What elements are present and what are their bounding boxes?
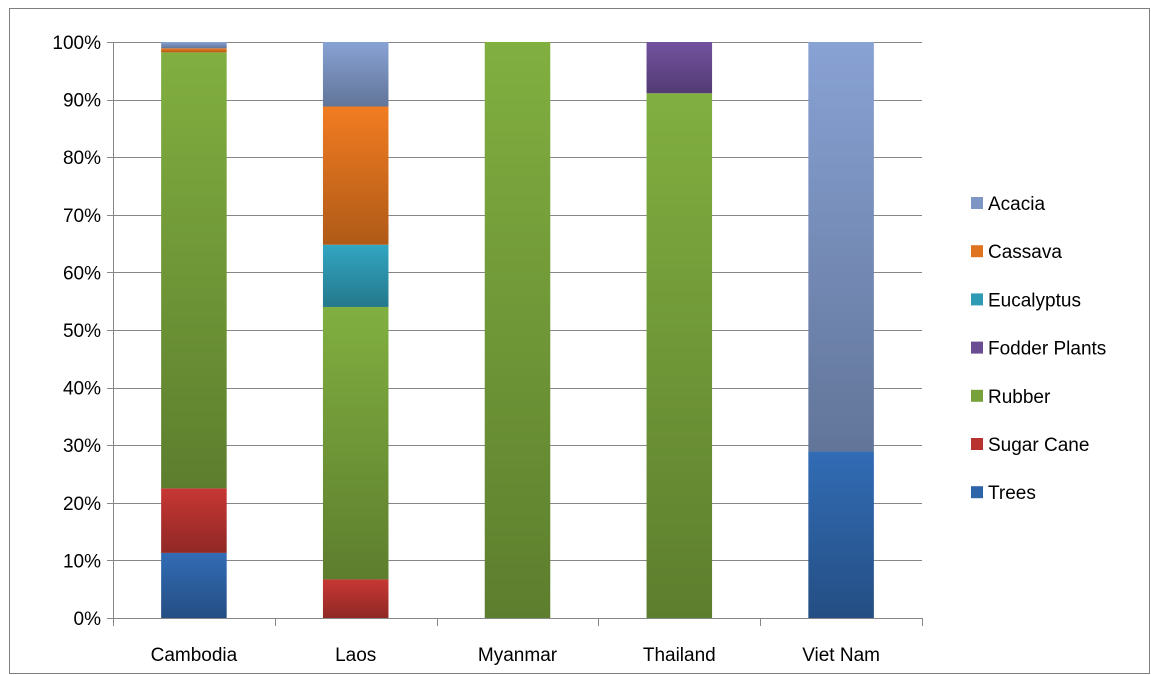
legend-swatch — [971, 341, 983, 354]
bar-segment-acacia-laos — [322, 42, 389, 107]
legend-item-cassava: Cassava — [971, 242, 1062, 263]
legend-label: Cassava — [988, 242, 1062, 263]
y-tick-label: 70% — [63, 206, 101, 227]
bar-segment-eucalyptus-laos — [322, 244, 389, 307]
legend-item-rubber: Rubber — [971, 387, 1051, 408]
legend-item-acacia: Acacia — [971, 194, 1045, 215]
y-tick-label: 0% — [74, 609, 102, 630]
y-tick-label: 80% — [63, 148, 101, 169]
y-tick-label: 50% — [63, 321, 101, 342]
x-category-label: Viet Nam — [802, 645, 880, 666]
y-tick-label: 40% — [63, 379, 101, 400]
bar-segment-sugar-cane-laos — [322, 579, 389, 618]
bar-segment-rubber-laos — [322, 306, 389, 580]
bar-segment-rubber-thailand — [646, 93, 713, 618]
legend-item-sugar-cane: Sugar Cane — [971, 435, 1089, 456]
legend-label: Rubber — [988, 387, 1051, 408]
legend: Acacia Cassava Eucalyptus Fodder Plants Rubb… — [971, 194, 1106, 504]
y-tick-label: 10% — [63, 551, 101, 572]
bar-segment-acacia-cambodia — [161, 42, 227, 49]
y-tick-label: 100% — [52, 33, 101, 54]
bar-segment-fodder-plants-thailand — [646, 42, 713, 94]
bar-segment-cassava-laos — [322, 106, 389, 245]
y-tick-label: 60% — [63, 263, 101, 284]
bar-segment-rubber-cambodia — [161, 52, 227, 489]
bar-segment-acacia-viet-nam — [808, 42, 874, 452]
legend-swatch — [971, 293, 983, 306]
legend-item-fodder-plants: Fodder Plants — [971, 339, 1106, 360]
bar-segment-trees-viet-nam — [808, 451, 874, 618]
legend-label: Acacia — [988, 194, 1045, 215]
legend-item-eucalyptus: Eucalyptus — [971, 290, 1081, 311]
y-tick-labels: 0% 10% 20% 30% 40% 50% 60% 70% 80% 90% 100% — [52, 33, 101, 630]
legend-item-trees: Trees — [971, 483, 1036, 504]
y-tick-label: 20% — [63, 494, 101, 515]
bar-segment-trees-cambodia — [161, 552, 227, 618]
x-category-labels: Cambodia Laos Myanmar Thailand Viet Nam — [151, 645, 880, 666]
legend-label: Trees — [988, 483, 1036, 504]
y-tick-label: 90% — [63, 91, 101, 112]
x-category-label: Thailand — [643, 645, 716, 666]
x-category-label: Cambodia — [151, 645, 238, 666]
legend-label: Sugar Cane — [988, 435, 1089, 456]
axes — [107, 42, 923, 626]
bar-segment-cassava-cambodia — [161, 48, 227, 53]
x-category-label: Myanmar — [478, 645, 558, 666]
x-category-label: Laos — [335, 645, 376, 666]
legend-swatch — [971, 197, 983, 209]
legend-label: Eucalyptus — [988, 290, 1081, 311]
y-tick-label: 30% — [63, 436, 101, 457]
bar-segment-rubber-myanmar — [484, 42, 551, 618]
legend-swatch — [971, 245, 983, 258]
legend-swatch — [971, 486, 983, 499]
legend-label: Fodder Plants — [988, 339, 1106, 360]
bar-segment-sugar-cane-cambodia — [161, 488, 227, 553]
legend-swatch — [971, 389, 983, 402]
bars — [161, 42, 874, 618]
legend-swatch — [971, 438, 983, 450]
